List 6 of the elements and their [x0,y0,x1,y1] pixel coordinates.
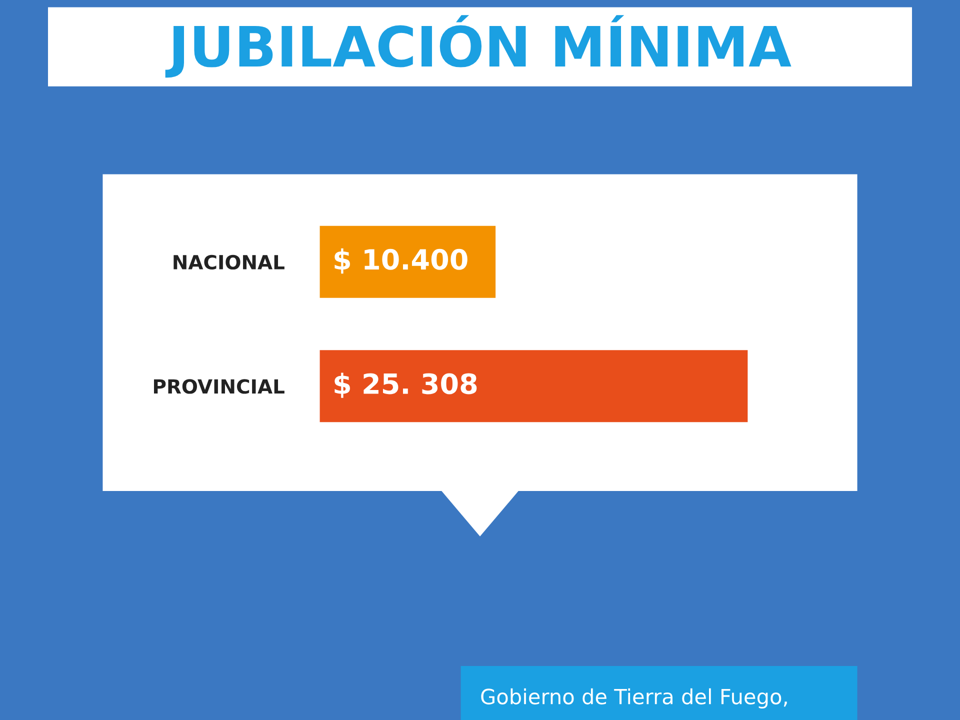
y-tick-label: NACIONAL [174,254,284,270]
data-label: $ 10.400 [334,248,468,274]
data-label: $ 25. 308 [334,372,477,398]
chart-title: JUBILACIÓN MÍNIMA [165,15,792,78]
text: Gobierno de Tierra del Fuego, [481,688,787,708]
y-tick-label: PROVINCIAL [154,379,284,394]
